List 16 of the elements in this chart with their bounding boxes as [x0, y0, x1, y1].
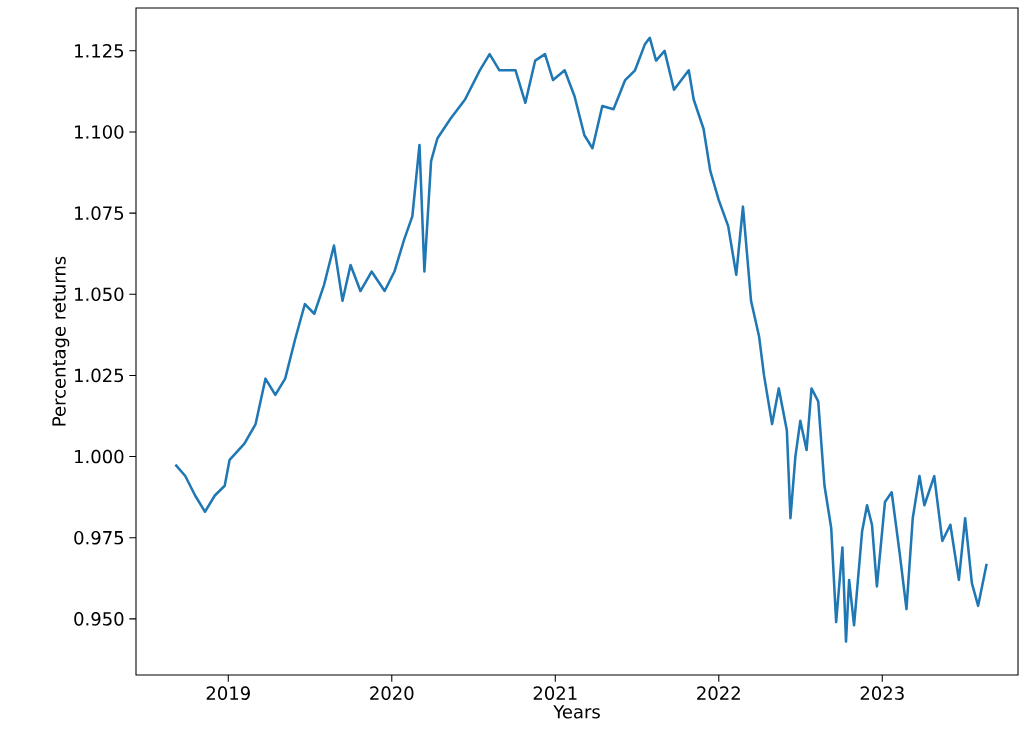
x-tick-label: 2022 [697, 686, 740, 700]
x-tick-label: 2020 [370, 686, 414, 700]
y-tick-label: 1.025 [75, 368, 124, 383]
y-tick-label: 1.100 [75, 125, 124, 139]
y-axis-title: Percentage returns [52, 256, 70, 426]
x-tick-label: 2019 [206, 686, 250, 700]
y-tick-label: 0.975 [74, 530, 124, 545]
line-series [174, 36, 988, 643]
y-tick-label: 1.050 [75, 287, 124, 302]
y-tick-label: 1.000 [75, 449, 124, 464]
y-tick-label: 1.125 [75, 44, 124, 58]
y-tick-label: 0.950 [74, 612, 124, 626]
x-axis-title: Years [553, 705, 600, 719]
y-tick-label: 1.075 [75, 206, 124, 220]
x-tick-label: 2021 [533, 686, 577, 700]
x-tick-label: 2023 [860, 686, 904, 700]
